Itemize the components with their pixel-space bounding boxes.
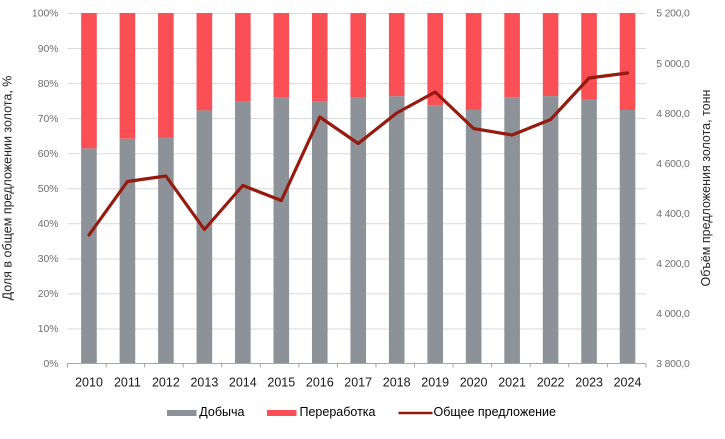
svg-text:Объём предложения золота, тонн: Объём предложения золота, тонн — [699, 89, 713, 286]
svg-text:5 200,0: 5 200,0 — [656, 9, 690, 20]
svg-text:80%: 80% — [38, 79, 59, 90]
svg-text:2018: 2018 — [383, 376, 411, 390]
svg-text:2024: 2024 — [614, 376, 642, 390]
svg-text:0%: 0% — [43, 359, 58, 370]
svg-text:2010: 2010 — [75, 376, 103, 390]
svg-text:30%: 30% — [38, 254, 59, 265]
svg-text:2017: 2017 — [344, 376, 372, 390]
svg-text:2014: 2014 — [229, 376, 257, 390]
svg-text:50%: 50% — [38, 184, 59, 195]
svg-text:4 200,0: 4 200,0 — [656, 259, 690, 270]
svg-text:3 800,0: 3 800,0 — [656, 359, 690, 370]
svg-text:2015: 2015 — [267, 376, 295, 390]
svg-text:Общее предложение: Общее предложение — [434, 405, 557, 419]
svg-text:2021: 2021 — [498, 376, 526, 390]
svg-text:4 600,0: 4 600,0 — [656, 159, 690, 170]
svg-text:4 000,0: 4 000,0 — [656, 309, 690, 320]
svg-text:2023: 2023 — [575, 376, 603, 390]
svg-text:2019: 2019 — [421, 376, 449, 390]
svg-text:5 000,0: 5 000,0 — [656, 59, 690, 70]
svg-text:4 400,0: 4 400,0 — [656, 209, 690, 220]
svg-text:4 800,0: 4 800,0 — [656, 109, 690, 120]
svg-text:2020: 2020 — [460, 376, 488, 390]
svg-text:2013: 2013 — [190, 376, 218, 390]
svg-text:100%: 100% — [32, 9, 59, 20]
svg-text:Добыча: Добыча — [199, 405, 244, 419]
svg-text:60%: 60% — [38, 149, 59, 160]
svg-text:2011: 2011 — [114, 376, 141, 390]
svg-text:20%: 20% — [38, 289, 59, 300]
svg-text:Переработка: Переработка — [300, 405, 376, 419]
svg-text:2012: 2012 — [152, 376, 180, 390]
svg-text:Доля в общем предложении золот: Доля в общем предложении золота, % — [1, 76, 15, 301]
svg-text:10%: 10% — [38, 324, 59, 335]
svg-text:70%: 70% — [38, 114, 59, 125]
svg-text:90%: 90% — [38, 44, 59, 55]
svg-text:2022: 2022 — [537, 376, 565, 390]
svg-text:40%: 40% — [38, 219, 59, 230]
svg-text:2016: 2016 — [306, 376, 334, 390]
